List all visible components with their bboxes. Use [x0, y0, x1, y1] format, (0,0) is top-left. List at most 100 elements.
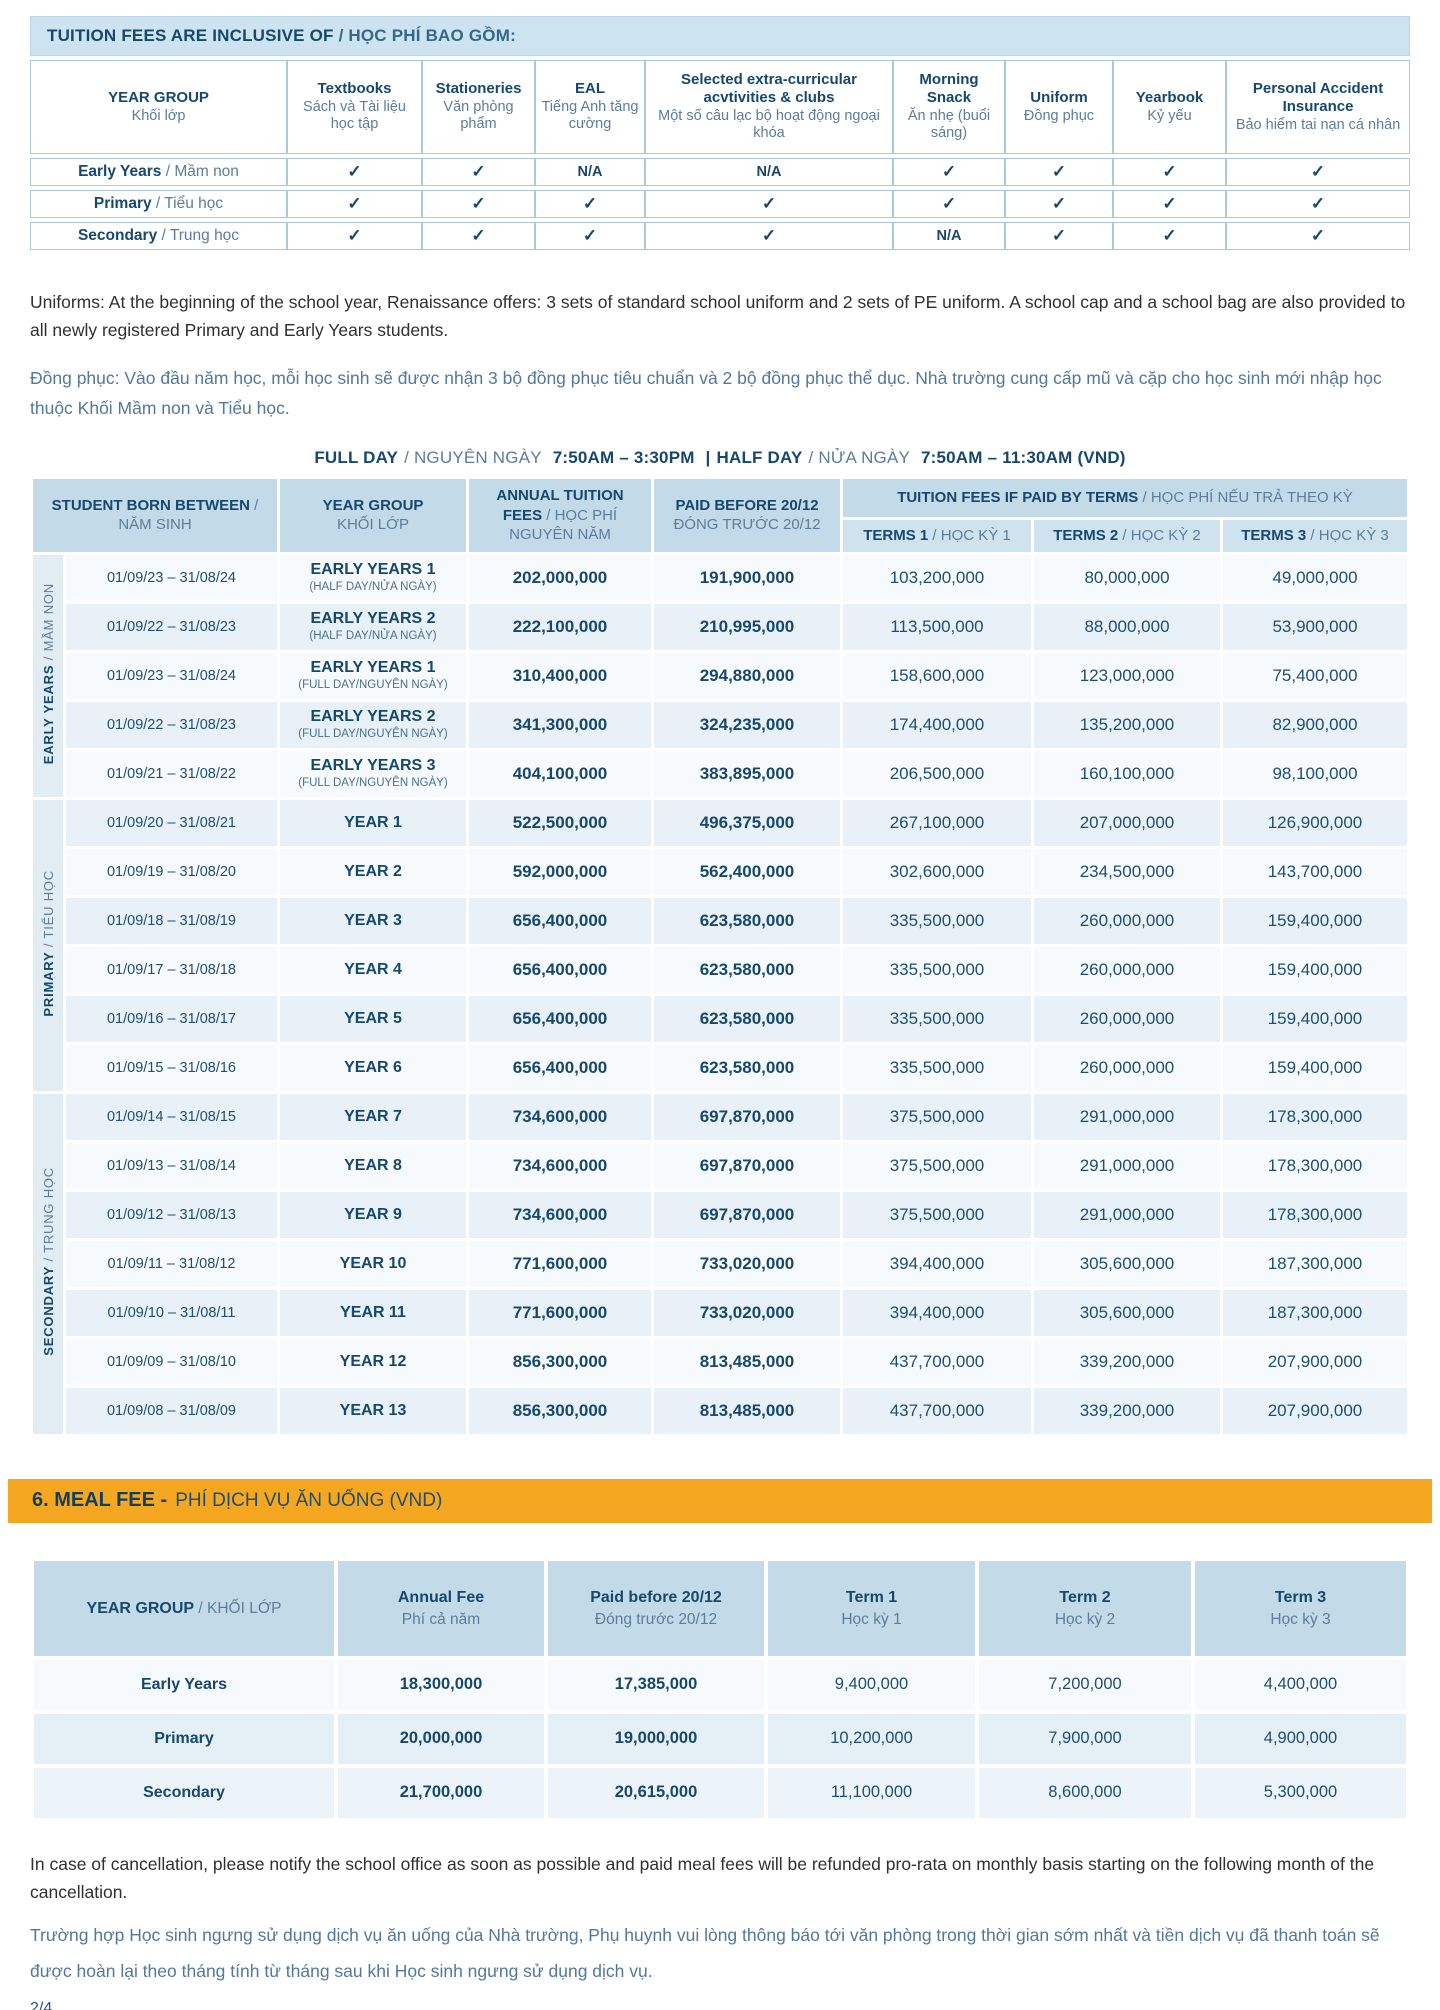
term2-value: 305,600,000: [1034, 1240, 1220, 1287]
year-group-label: YEAR 2: [344, 862, 402, 880]
check-mark: ✓: [287, 157, 422, 186]
student-born-range: 01/09/10 – 31/08/11: [66, 1289, 277, 1336]
meal-table: YEAR GROUP / KHỐI LỚP Annual Fee Phí cả n…: [30, 1557, 1410, 1822]
inclusive-header-row: YEAR GROUP Khối lớp Textbooks Sách và Tài …: [30, 60, 1411, 154]
column-header-year-group: YEAR GROUP / KHỐI LỚP: [34, 1560, 334, 1656]
term2-value: 260,000,000: [1034, 897, 1220, 944]
term3-value: 178,300,000: [1223, 1191, 1407, 1238]
annual-fee-value: 404,100,000: [469, 750, 651, 797]
inclusive-row-label: Secondary / Trung học: [30, 221, 287, 250]
year-group-label: YEAR 8: [344, 1156, 402, 1174]
term2-value: 339,200,000: [1034, 1387, 1220, 1434]
year-group-label: EARLY YEARS 2: [310, 708, 436, 726]
term1-value: 375,500,000: [843, 1142, 1031, 1189]
paid-before-value: 813,485,000: [654, 1387, 840, 1434]
annual-fee-value: 734,600,000: [469, 1191, 651, 1238]
year-group-cell: EARLY YEARS 3 (FULL DAY/NGUYÊN NGÀY): [280, 750, 466, 797]
paid-before-value: 496,375,000: [654, 799, 840, 846]
inclusive-body: Early Years / Mầm non ✓ ✓ N/A N/A ✓ ✓ ✓ ✓ Prima…: [30, 157, 1411, 250]
meal-row: Early Years 18,300,000 17,385,000 9,400,00…: [34, 1659, 1406, 1710]
meal-fee-banner: 6. MEAL FEE - PHÍ DỊCH VỤ ĂN UỐNG (VND): [8, 1478, 1432, 1523]
year-group-cell: YEAR 10: [280, 1240, 466, 1287]
annual-fee-value: 734,600,000: [469, 1093, 651, 1140]
meal-fee-title-vi: PHÍ DỊCH VỤ ĂN UỐNG (VND): [175, 1489, 443, 1511]
tuition-row: 01/09/09 – 31/08/10 YEAR 12 856,300,000 …: [33, 1338, 1407, 1385]
tuition-row: 01/09/15 – 31/08/16 YEAR 6 656,400,000 6…: [33, 1044, 1407, 1091]
year-group-band: PRIMARY / TIỂU HỌC: [33, 799, 63, 1091]
na-mark: N/A: [893, 221, 1005, 250]
tuition-row: EARLY YEARS / MẦM NON 01/09/23 – 31/08/24…: [33, 554, 1407, 797]
term2-value: 291,000,000: [1034, 1191, 1220, 1238]
annual-fee-value: 856,300,000: [469, 1387, 651, 1434]
page-number: 2/4: [30, 2000, 53, 2010]
check-mark: ✓: [645, 189, 893, 218]
tuition-header-row-1: STUDENT BORN BETWEEN / NĂM SINH YEAR GRO…: [33, 478, 1407, 552]
term1-value: 206,500,000: [843, 750, 1031, 797]
tuition-row: 01/09/17 – 31/08/18 YEAR 4 656,400,000 6…: [33, 946, 1407, 993]
annual-fee-value: 20,000,000: [338, 1713, 544, 1764]
check-mark: ✓: [1113, 189, 1226, 218]
meal-header-row: YEAR GROUP / KHỐI LỚP Annual Fee Phí cả n…: [34, 1560, 1406, 1656]
annual-fee-value: 656,400,000: [469, 1044, 651, 1091]
year-group-label: YEAR 1: [344, 813, 402, 831]
term2-value: 291,000,000: [1034, 1142, 1220, 1189]
term3-value: 207,900,000: [1223, 1338, 1407, 1385]
term1-value: 9,400,000: [768, 1659, 975, 1710]
column-header-term-3: TERMS 3 / HỌC KỲ 3: [1223, 519, 1407, 552]
term2-value: 207,000,000: [1034, 799, 1220, 846]
term1-value: 103,200,000: [843, 554, 1031, 601]
year-group-cell: YEAR 11: [280, 1289, 466, 1336]
meal-table-body: Early Years 18,300,000 17,385,000 9,400,00…: [34, 1659, 1406, 1818]
term1-value: 394,400,000: [843, 1240, 1031, 1287]
schedule-divider: |: [705, 447, 711, 467]
column-header-annual-fee: Annual Fee Phí cả năm: [338, 1560, 544, 1656]
year-group-cell: EARLY YEARS 2 (FULL DAY/NGUYÊN NGÀY): [280, 701, 466, 748]
student-born-range: 01/09/14 – 31/08/15: [66, 1093, 277, 1140]
column-header-student-born: STUDENT BORN BETWEEN / NĂM SINH: [33, 478, 277, 552]
annual-fee-value: 656,400,000: [469, 946, 651, 993]
check-mark: ✓: [1005, 221, 1113, 250]
inclusive-table-title: TUITION FEES ARE INCLUSIVE OF / HỌC PHÍ …: [30, 16, 1411, 56]
column-header-term-2: TERMS 2 / HỌC KỲ 2: [1034, 519, 1220, 552]
tuition-row: 01/09/21 – 31/08/22 EARLY YEARS 3 (FULL …: [33, 750, 1407, 797]
annual-fee-value: 21,700,000: [338, 1767, 544, 1818]
column-header-paid-before: Paid before 20/12 Đóng trước 20/12: [548, 1560, 764, 1656]
year-group-cell: EARLY YEARS 2 (HALF DAY/NỬA NGÀY): [280, 603, 466, 650]
tuition-row: 01/09/16 – 31/08/17 YEAR 5 656,400,000 6…: [33, 995, 1407, 1042]
paid-before-value: 19,000,000: [548, 1713, 764, 1764]
student-born-range: 01/09/13 – 31/08/14: [66, 1142, 277, 1189]
term2-value: 160,100,000: [1034, 750, 1220, 797]
column-header-extracurricular: Selected extra-curricular acvtivities & …: [645, 60, 893, 154]
year-group-cell: EARLY YEARS 1 (FULL DAY/NGUYÊN NGÀY): [280, 652, 466, 699]
term3-value: 159,400,000: [1223, 995, 1407, 1042]
column-header-yearbook: Yearbook Kỷ yếu: [1113, 60, 1226, 154]
term2-value: 260,000,000: [1034, 1044, 1220, 1091]
term2-value: 260,000,000: [1034, 946, 1220, 993]
year-group-note: (FULL DAY/NGUYÊN NGÀY): [298, 776, 448, 789]
term3-value: 187,300,000: [1223, 1289, 1407, 1336]
tuition-header-row-2: TERMS 1 / HỌC KỲ 1 TERMS 2 / HỌC KỲ 2 TE…: [33, 519, 1407, 552]
year-group-cell: YEAR 2: [280, 848, 466, 895]
annual-fee-value: 341,300,000: [469, 701, 651, 748]
half-day-label: HALF DAY: [716, 447, 803, 467]
na-mark: N/A: [535, 157, 645, 186]
year-group-label: YEAR 5: [344, 1009, 402, 1027]
year-group-cell: YEAR 4: [280, 946, 466, 993]
year-group-cell: EARLY YEARS 1 (HALF DAY/NỬA NGÀY): [280, 554, 466, 601]
year-group-cell: YEAR 1: [280, 799, 466, 846]
year-group-cell: YEAR 12: [280, 1338, 466, 1385]
column-header-uniform: Uniform Đồng phục: [1005, 60, 1113, 154]
check-mark: ✓: [1005, 189, 1113, 218]
tuition-row: 01/09/18 – 31/08/19 YEAR 3 656,400,000 6…: [33, 897, 1407, 944]
student-born-range: 01/09/23 – 31/08/24: [66, 652, 277, 699]
annual-fee-value: 656,400,000: [469, 897, 651, 944]
year-group-label: EARLY YEARS 1: [310, 561, 436, 579]
term1-value: 335,500,000: [843, 1044, 1031, 1091]
paid-before-value: 623,580,000: [654, 995, 840, 1042]
meal-row: Primary 20,000,000 19,000,000 10,200,000 7,…: [34, 1713, 1406, 1764]
column-header-textbooks: Textbooks Sách và Tài liệu học tập: [287, 60, 422, 154]
check-mark: ✓: [287, 221, 422, 250]
annual-fee-value: 522,500,000: [469, 799, 651, 846]
year-group-label: YEAR 10: [339, 1254, 407, 1272]
